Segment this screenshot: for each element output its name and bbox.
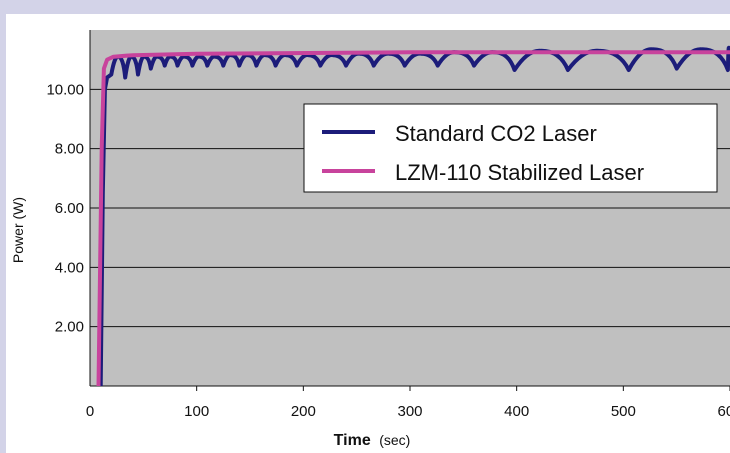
x-axis-title-main: Time [334,432,371,449]
x-tick-label: 600 [717,403,730,420]
x-tick-label: 100 [184,403,209,420]
chart-container: 0 100 200 300 400 500 600 2.00 4.00 6.00 8.00 10.00… [6,14,730,453]
x-tick-label: 0 [86,403,94,420]
series-lzm-110-stabilized-laser [96,50,730,387]
x-axis-title: Time (sec) [334,432,411,449]
series-standard-co2-laser [98,45,730,387]
y-tick-label: 6.00 [55,200,84,217]
legend: Standard CO2 Laser LZM-110 Stabilized La… [303,103,718,193]
y-tick-label: 10.00 [46,81,84,98]
legend-label-stabilized: LZM-110 Stabilized Laser [395,160,644,185]
x-tick-label: 400 [504,403,529,420]
power-vs-time-chart: 0 100 200 300 400 500 600 2.00 4.00 6.00 8.00 10.00… [10,30,730,449]
y-tick-label: 4.00 [55,259,84,276]
x-tick-label: 200 [291,403,316,420]
x-axis-title-unit: (sec) [379,432,410,448]
x-tick-label: 300 [397,403,422,420]
x-tick-label: 500 [611,403,636,420]
legend-box [303,103,718,193]
y-tick-label: 2.00 [55,319,84,336]
legend-label-standard: Standard CO2 Laser [395,121,597,146]
y-tick-label: 8.00 [55,141,84,158]
y-axis-title: Power (W) [10,197,26,263]
